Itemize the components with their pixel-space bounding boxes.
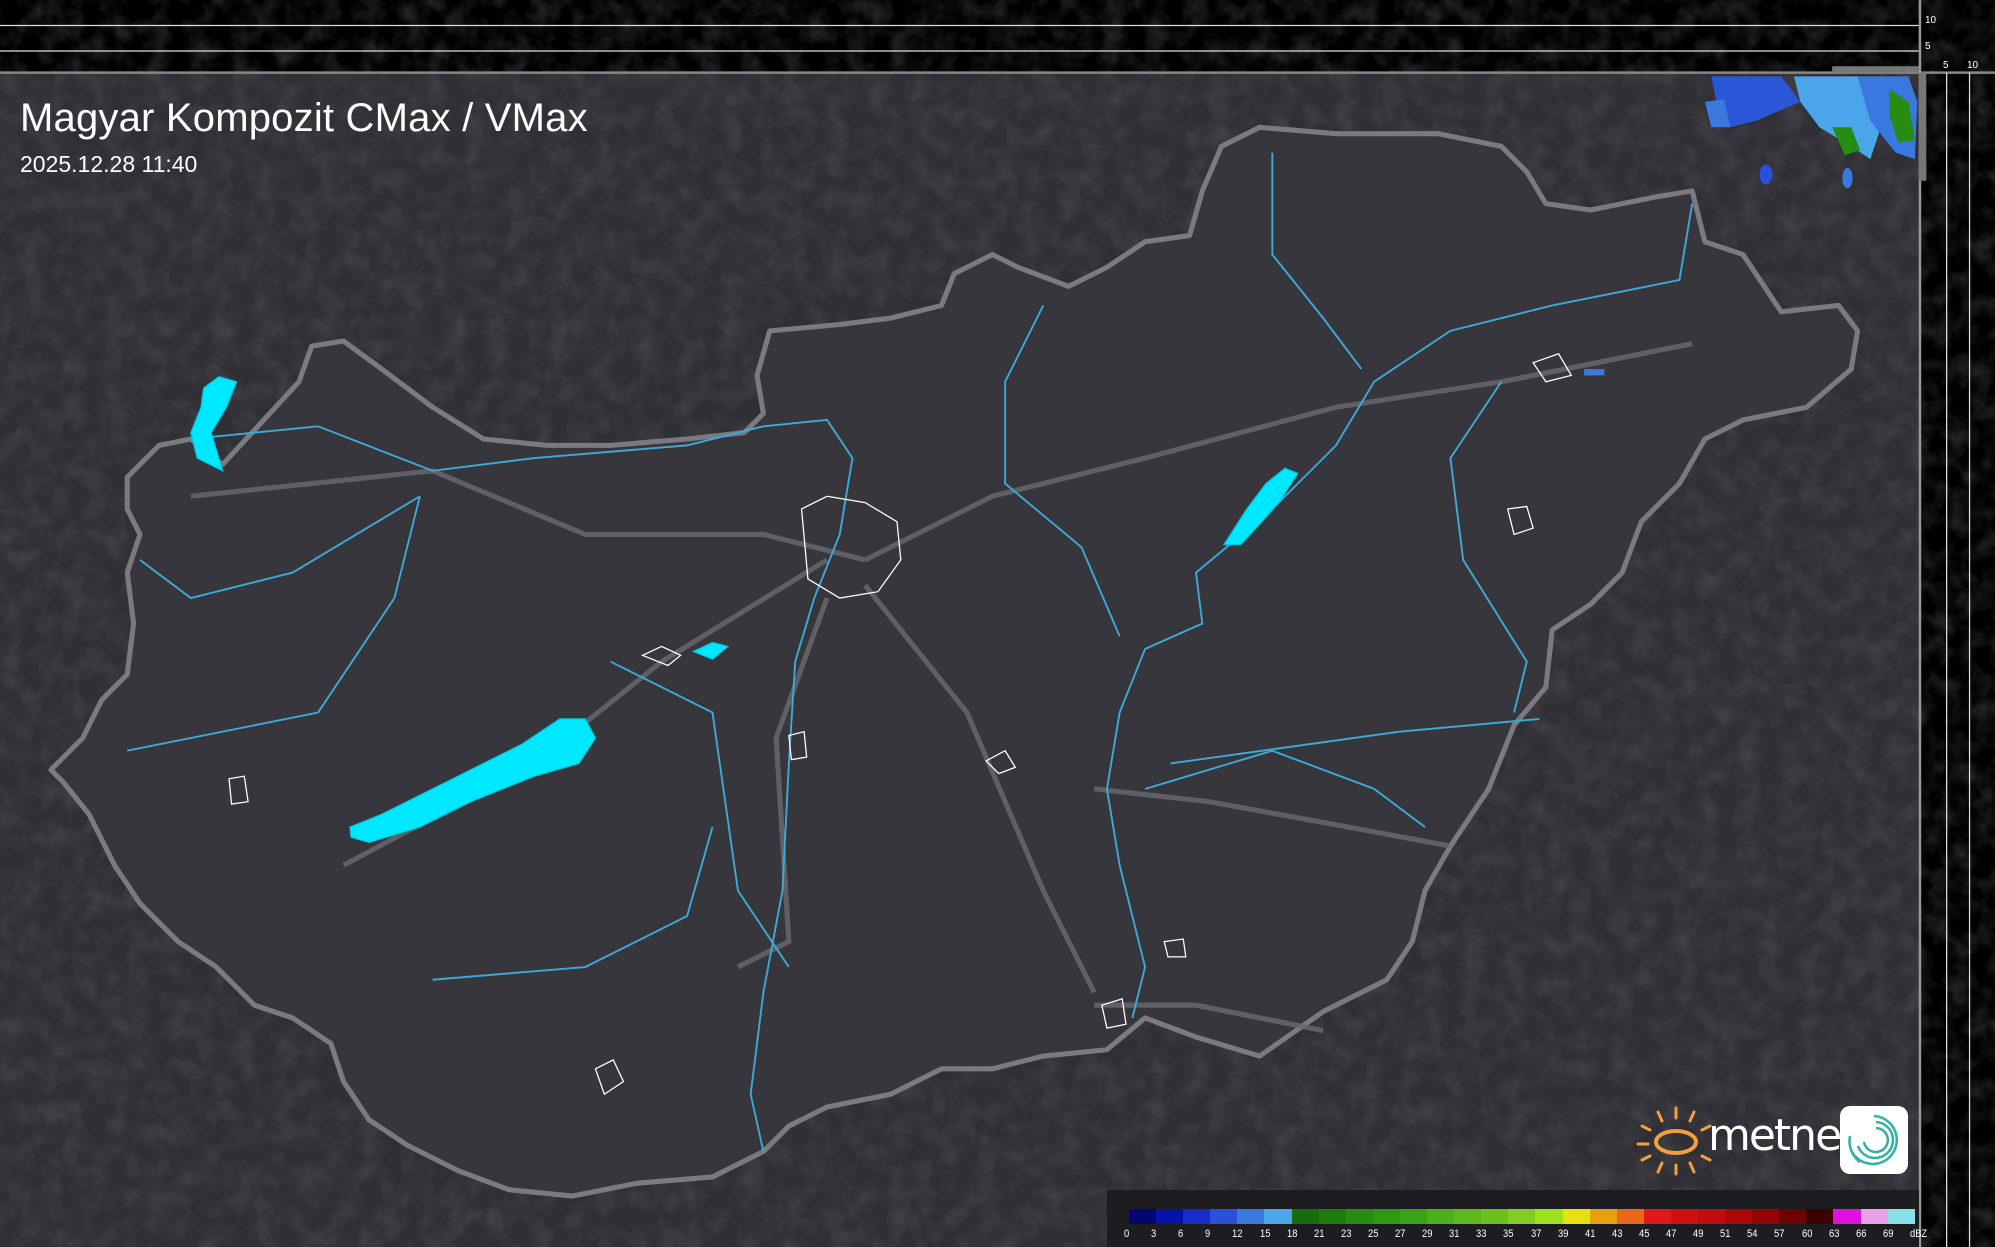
rivers [127, 152, 1694, 1152]
legend-label: 43 [1611, 1228, 1623, 1240]
legend-label: 6 [1178, 1228, 1184, 1240]
lake-ferto [190, 375, 238, 473]
legend-label: 49 [1693, 1228, 1704, 1240]
page-title: Magyar Kompozit CMax / VMax [20, 96, 588, 140]
legend-swatch [1237, 1209, 1265, 1224]
legend-label: 69 [1882, 1228, 1894, 1240]
lake-tisza [1222, 467, 1299, 546]
legend-label: 27 [1395, 1228, 1406, 1240]
legend-swatch [1806, 1209, 1834, 1224]
profile-label-h5: 5 [1943, 60, 1949, 71]
legend-label: 63 [1828, 1228, 1840, 1240]
legend-swatch [1399, 1209, 1428, 1224]
legend-swatch [1291, 1209, 1319, 1224]
profile-label-h10: 10 [1967, 60, 1979, 71]
legend-swatch [1183, 1209, 1211, 1224]
legend-swatch [1725, 1209, 1753, 1224]
legend-label: 54 [1747, 1228, 1758, 1240]
legend-swatch [1264, 1209, 1292, 1224]
legend-label: 12 [1232, 1228, 1243, 1240]
legend-swatch [1616, 1209, 1644, 1224]
lakes [190, 375, 1299, 844]
profile-label-10: 10 [1925, 15, 1937, 26]
legend-label: 23 [1340, 1228, 1352, 1240]
legend-label: 29 [1422, 1228, 1433, 1240]
lake-balaton [349, 718, 597, 844]
profile-label-5: 5 [1925, 41, 1931, 52]
legend-unit: dBZ [1909, 1228, 1928, 1240]
legend-swatch [1345, 1209, 1373, 1224]
legend-swatch [1481, 1209, 1509, 1224]
timestamp: 2025.12.28 11:40 [20, 151, 198, 177]
lake-velence [691, 641, 730, 660]
legend-label: 33 [1476, 1228, 1487, 1240]
river-tisza [1105, 203, 1694, 1019]
legend-label: 51 [1720, 1228, 1731, 1240]
legend-label: 37 [1530, 1228, 1541, 1240]
country-hungary [48, 124, 1861, 1199]
legend-swatch [1372, 1209, 1400, 1224]
legend-label: 60 [1801, 1228, 1812, 1240]
town-outlines [228, 352, 1573, 1096]
legend-label: 18 [1286, 1228, 1298, 1240]
legend-swatch [1562, 1209, 1590, 1224]
legend-label: 9 [1205, 1228, 1211, 1240]
radar-echoes [1584, 76, 1918, 376]
legend-swatch [1643, 1209, 1671, 1224]
legend-swatch [1535, 1209, 1563, 1224]
legend-swatch [1670, 1209, 1698, 1224]
legend-swatch [1779, 1209, 1807, 1224]
legend-label: 21 [1313, 1228, 1325, 1240]
legend-label: 57 [1774, 1228, 1785, 1240]
legend-label: 66 [1855, 1228, 1867, 1240]
legend-swatch [1210, 1209, 1238, 1224]
legend-label: 15 [1259, 1228, 1270, 1240]
legend-swatch [1752, 1209, 1780, 1224]
legend-label: 47 [1666, 1228, 1677, 1240]
legend-swatch [1129, 1209, 1157, 1224]
logo-text: metnet [1708, 1110, 1857, 1161]
legend-label: 31 [1449, 1228, 1460, 1240]
legend-swatch [1318, 1209, 1346, 1224]
color-legend: 0 3 6 9 12 15 18 21 23 25 27 29 31 33 35 37 39 41 43 45 47 49… [1107, 1190, 1927, 1247]
legend-label: 45 [1638, 1228, 1650, 1240]
legend-swatch [1156, 1209, 1184, 1224]
legend-swatch [1454, 1209, 1482, 1224]
legend-label: 3 [1151, 1228, 1157, 1240]
legend-swatch [1427, 1209, 1455, 1224]
legend-swatch [1887, 1209, 1915, 1224]
legend-swatch [1833, 1209, 1861, 1224]
legend-label: 25 [1367, 1228, 1379, 1240]
legend-swatch [1508, 1209, 1536, 1224]
legend-swatch [1860, 1209, 1888, 1224]
legend-label: 35 [1503, 1228, 1514, 1240]
roads [190, 341, 1693, 1034]
legend-swatch [1589, 1209, 1617, 1224]
legend-label: 39 [1557, 1228, 1569, 1240]
sun-icon [1636, 1106, 1712, 1176]
metnet-logo: metnet [1636, 1104, 1916, 1176]
legend-swatch [1697, 1209, 1726, 1224]
legend-label: 41 [1584, 1228, 1596, 1240]
legend-label: 0 [1124, 1228, 1130, 1240]
app-swirl-icon [1840, 1106, 1908, 1174]
